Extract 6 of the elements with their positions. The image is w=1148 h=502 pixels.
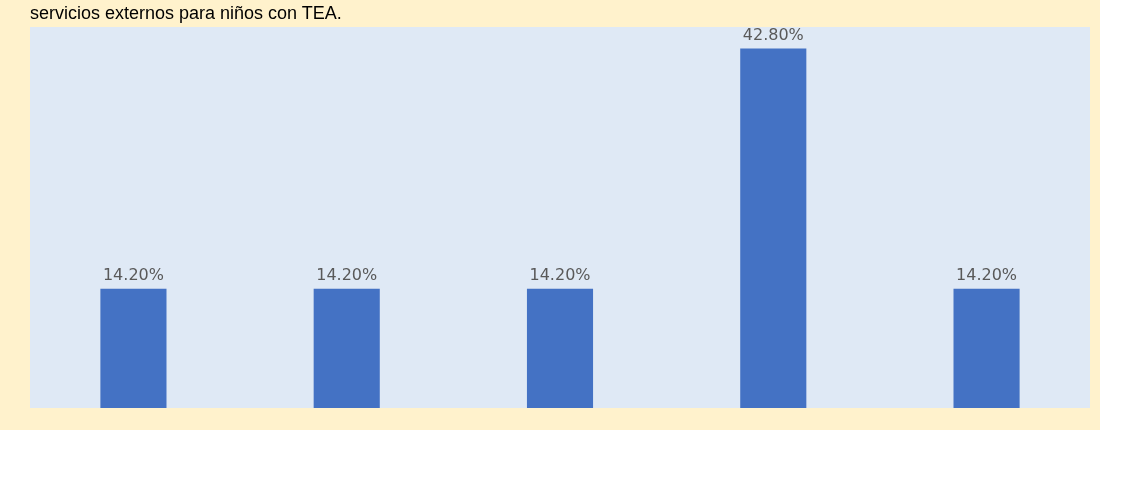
chart-title: servicios externos para niños con TEA.: [30, 2, 342, 23]
data-label: 14.20%: [529, 264, 591, 284]
data-label: 14.20%: [102, 264, 164, 284]
data-label: 14.20%: [316, 264, 378, 284]
data-label: 14.20%: [956, 264, 1018, 284]
data-label: 42.80%: [742, 24, 804, 44]
